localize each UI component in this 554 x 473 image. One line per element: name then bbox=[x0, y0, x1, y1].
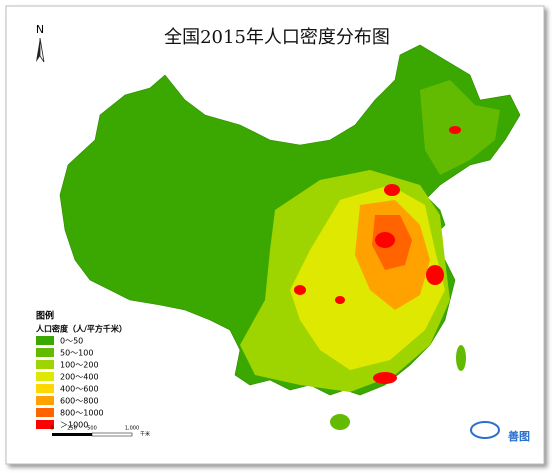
north-arrow: N bbox=[36, 23, 45, 63]
legend-label: 100～200 bbox=[60, 361, 99, 370]
legend-swatch bbox=[36, 372, 54, 381]
scale-label: 1,000 bbox=[125, 426, 139, 432]
legend-label: ＞1000 bbox=[60, 421, 88, 430]
city-core bbox=[384, 184, 400, 196]
legend-label: 800～1000 bbox=[60, 409, 104, 418]
city-core bbox=[449, 126, 461, 134]
map-title: 全国2015年人口密度分布图 bbox=[164, 27, 390, 48]
city-core bbox=[335, 296, 345, 304]
legend-label: 0～50 bbox=[60, 337, 83, 346]
logo-mark bbox=[470, 421, 500, 439]
hainan bbox=[330, 414, 350, 430]
scale-seg bbox=[91, 432, 133, 437]
arrow-left bbox=[36, 38, 40, 62]
legend-label: 600～800 bbox=[60, 397, 99, 406]
scale-label: 250 bbox=[67, 426, 77, 432]
legend-swatch bbox=[36, 408, 54, 417]
legend-label: 400～600 bbox=[60, 385, 99, 394]
northeast-zone bbox=[420, 80, 500, 175]
legend-label: 50～100 bbox=[60, 349, 93, 358]
urban-cores bbox=[294, 126, 461, 384]
scale-seg bbox=[52, 433, 92, 436]
legend-swatch bbox=[36, 348, 54, 357]
legend: 图例 人口密度（人/平方千米） 0～50 50～100 100～200 200～400… bbox=[30, 308, 160, 438]
city-core bbox=[294, 285, 306, 295]
legend-swatch bbox=[36, 336, 54, 345]
taiwan bbox=[456, 345, 466, 371]
legend-swatch bbox=[36, 396, 54, 405]
north-label: N bbox=[36, 23, 44, 36]
city-core bbox=[375, 232, 395, 248]
scale-label: 500 bbox=[87, 426, 97, 432]
legend-subtitle: 人口密度（人/平方千米） bbox=[36, 324, 127, 334]
arrow-right bbox=[39, 37, 45, 63]
legend-swatch bbox=[36, 384, 54, 393]
legend-label: 200～400 bbox=[60, 373, 99, 382]
logo: 善图 bbox=[470, 421, 530, 443]
legend-swatch bbox=[36, 360, 54, 369]
logo-text: 善图 bbox=[508, 429, 530, 443]
legend-title: 图例 bbox=[36, 310, 54, 322]
scale-label: 0 bbox=[50, 426, 53, 432]
city-core bbox=[426, 265, 444, 285]
city-core bbox=[373, 372, 397, 384]
china-map bbox=[59, 44, 521, 430]
legend-swatch bbox=[36, 420, 54, 429]
scale-unit: 千米 bbox=[140, 431, 150, 438]
